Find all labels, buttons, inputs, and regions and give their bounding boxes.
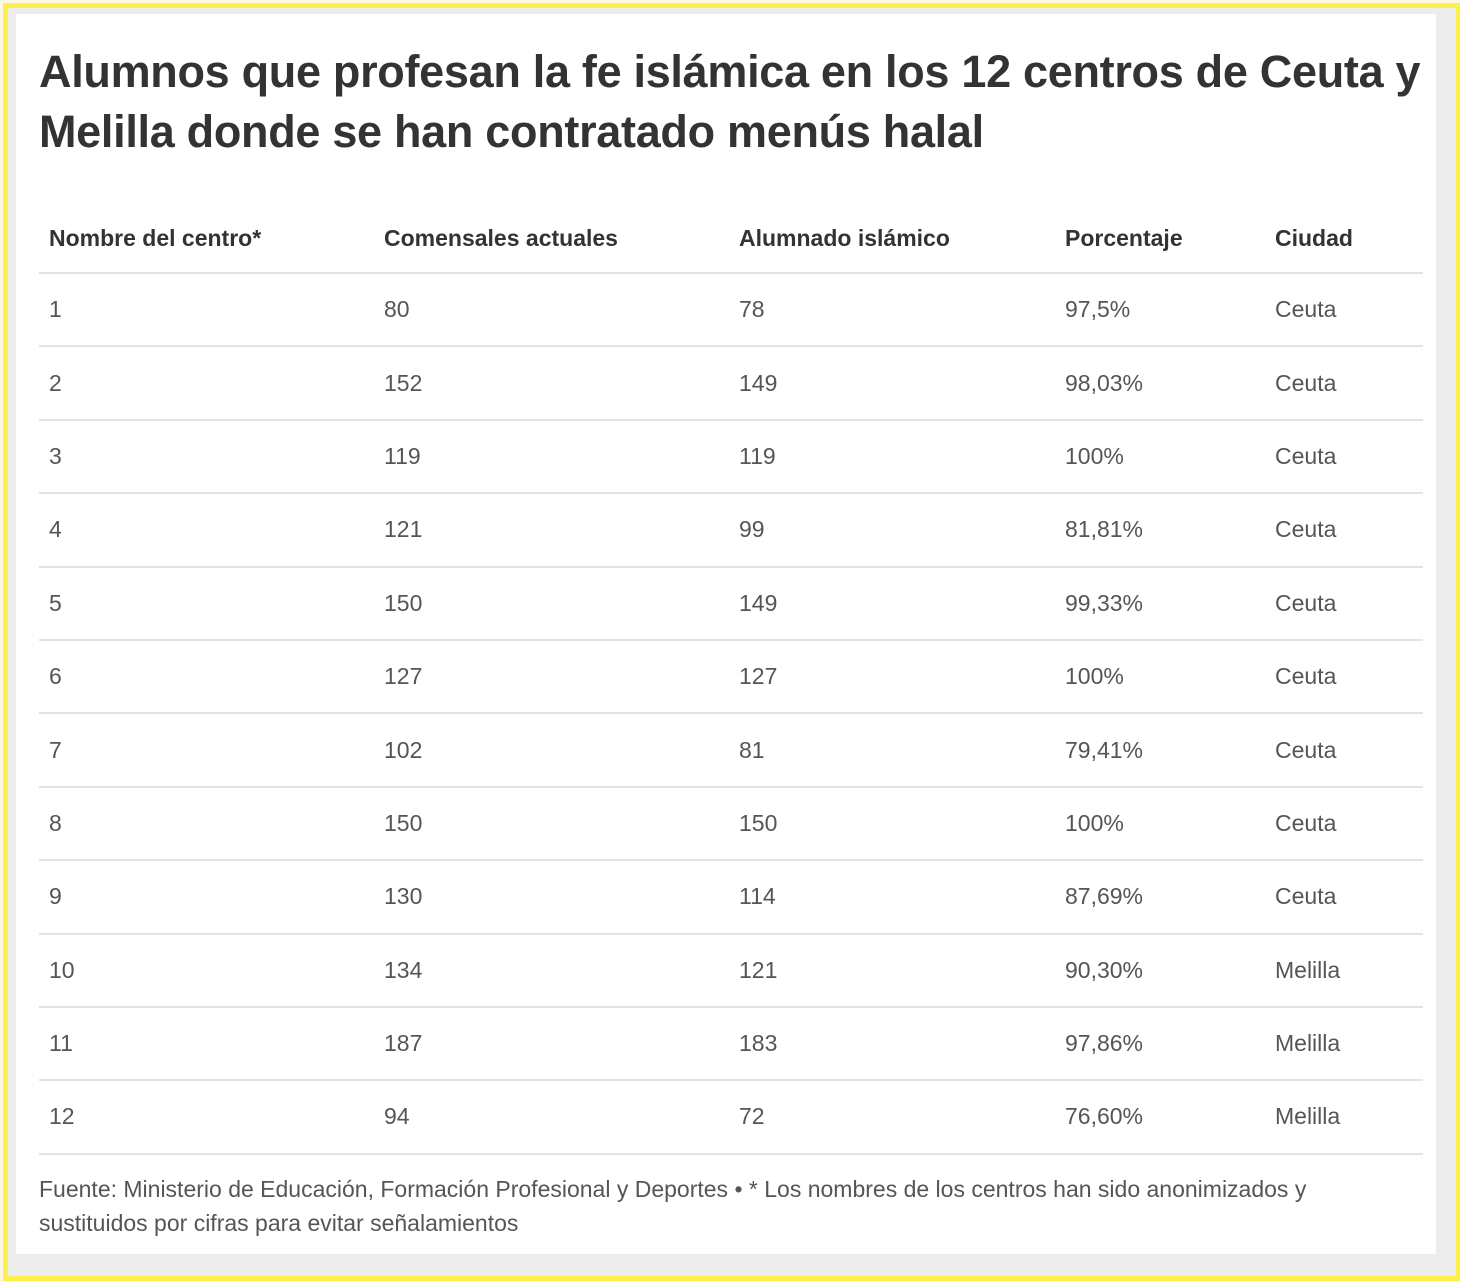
table-row: 9 130 114 87,69% Ceuta: [39, 860, 1423, 935]
cell-porcentaje: 87,69%: [1055, 860, 1265, 935]
cell-alumnado: 150: [729, 786, 1055, 862]
header-porcentaje: Porcentaje: [1055, 204, 1265, 274]
cell-centro: 8: [39, 786, 374, 862]
table-row: 8 150 150 100% Ceuta: [39, 786, 1423, 862]
cell-comensales: 94: [374, 1080, 729, 1155]
table-row: 4 121 99 81,81% Ceuta: [39, 493, 1423, 568]
cell-ciudad: Melilla: [1265, 1006, 1423, 1082]
cell-alumnado: 149: [729, 346, 1055, 421]
cell-porcentaje: 100%: [1055, 419, 1265, 495]
cell-centro: 3: [39, 419, 374, 495]
cell-centro: 10: [39, 933, 374, 1008]
table-row: 5 150 149 99,33% Ceuta: [39, 566, 1423, 641]
cell-alumnado: 127: [729, 639, 1055, 715]
cell-porcentaje: 97,86%: [1055, 1006, 1265, 1082]
table-row: 1 80 78 97,5% Ceuta: [39, 273, 1423, 348]
cell-ciudad: Ceuta: [1265, 566, 1423, 641]
cell-porcentaje: 81,81%: [1055, 493, 1265, 568]
table-row: 3 119 119 100% Ceuta: [39, 419, 1423, 495]
cell-centro: 11: [39, 1006, 374, 1082]
cell-alumnado: 149: [729, 566, 1055, 641]
source-footnote: Fuente: Ministerio de Educación, Formaci…: [39, 1176, 1307, 1236]
cell-comensales: 134: [374, 933, 729, 1008]
cell-centro: 9: [39, 860, 374, 935]
cell-comensales: 150: [374, 786, 729, 862]
header-ciudad: Ciudad: [1265, 204, 1423, 274]
cell-alumnado: 114: [729, 860, 1055, 935]
cell-alumnado: 81: [729, 713, 1055, 788]
cell-porcentaje: 97,5%: [1055, 273, 1265, 348]
header-alumnado-islamico: Alumnado islámico: [729, 204, 1055, 274]
table-row: 11 187 183 97,86% Melilla: [39, 1006, 1423, 1082]
header-comensales: Comensales actuales: [374, 204, 729, 274]
cell-centro: 4: [39, 493, 374, 568]
cell-ciudad: Ceuta: [1265, 346, 1423, 421]
cell-comensales: 121: [374, 493, 729, 568]
cell-comensales: 102: [374, 713, 729, 788]
cell-comensales: 152: [374, 346, 729, 421]
cell-centro: 1: [39, 273, 374, 348]
cell-porcentaje: 98,03%: [1055, 346, 1265, 421]
cell-comensales: 80: [374, 273, 729, 348]
cell-centro: 12: [39, 1080, 374, 1155]
cell-comensales: 187: [374, 1006, 729, 1082]
table-card: Alumnos que profesan la fe islámica en l…: [16, 14, 1436, 1254]
cell-alumnado: 121: [729, 933, 1055, 1008]
cell-porcentaje: 99,33%: [1055, 566, 1265, 641]
cell-centro: 6: [39, 639, 374, 715]
cell-ciudad: Ceuta: [1265, 860, 1423, 935]
table-row: 7 102 81 79,41% Ceuta: [39, 713, 1423, 788]
table-row: 2 152 149 98,03% Ceuta: [39, 346, 1423, 421]
cell-ciudad: Melilla: [1265, 933, 1423, 1008]
cell-comensales: 119: [374, 419, 729, 495]
cell-centro: 5: [39, 566, 374, 641]
cell-comensales: 130: [374, 860, 729, 935]
table-header-row: Nombre del centro* Comensales actuales A…: [39, 204, 1423, 274]
cell-ciudad: Ceuta: [1265, 713, 1423, 788]
page-title: Alumnos que profesan la fe islámica en l…: [39, 46, 1421, 157]
table-row: 10 134 121 90,30% Melilla: [39, 933, 1423, 1008]
table-row: 6 127 127 100% Ceuta: [39, 639, 1423, 715]
cell-ciudad: Ceuta: [1265, 786, 1423, 862]
table-row: 12 94 72 76,60% Melilla: [39, 1080, 1423, 1155]
data-table: Nombre del centro* Comensales actuales A…: [39, 204, 1423, 1155]
cell-porcentaje: 100%: [1055, 639, 1265, 715]
cell-alumnado: 183: [729, 1006, 1055, 1082]
cell-ciudad: Ceuta: [1265, 419, 1423, 495]
cell-centro: 7: [39, 713, 374, 788]
cell-ciudad: Melilla: [1265, 1080, 1423, 1155]
cell-ciudad: Ceuta: [1265, 493, 1423, 568]
cell-alumnado: 119: [729, 419, 1055, 495]
cell-alumnado: 78: [729, 273, 1055, 348]
cell-comensales: 150: [374, 566, 729, 641]
highlight-frame: Alumnos que profesan la fe islámica en l…: [3, 3, 1460, 1281]
cell-alumnado: 99: [729, 493, 1055, 568]
cell-alumnado: 72: [729, 1080, 1055, 1155]
cell-porcentaje: 76,60%: [1055, 1080, 1265, 1155]
cell-ciudad: Ceuta: [1265, 273, 1423, 348]
cell-ciudad: Ceuta: [1265, 639, 1423, 715]
cell-porcentaje: 79,41%: [1055, 713, 1265, 788]
cell-porcentaje: 100%: [1055, 786, 1265, 862]
cell-porcentaje: 90,30%: [1055, 933, 1265, 1008]
header-nombre-centro: Nombre del centro*: [39, 204, 374, 274]
cell-comensales: 127: [374, 639, 729, 715]
cell-centro: 2: [39, 346, 374, 421]
